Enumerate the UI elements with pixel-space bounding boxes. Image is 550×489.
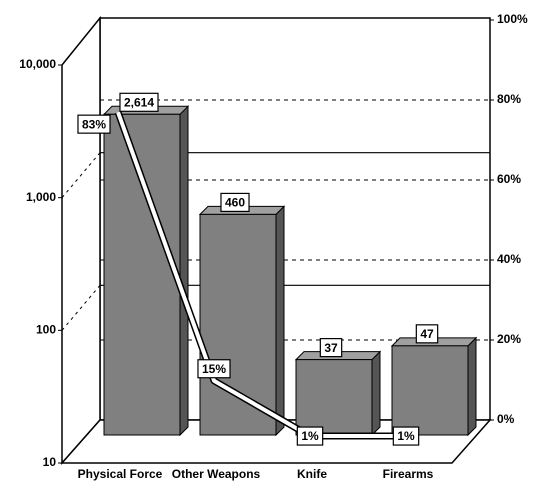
line [116, 111, 406, 439]
bar-value-label-group: 37 [319, 338, 343, 358]
line-value-label-box [392, 426, 420, 446]
y2-tick-label: 0% [497, 412, 515, 426]
y2-tick-label: 20% [497, 332, 521, 346]
bar-value-label-group: 460 [220, 192, 250, 213]
bar-value-label-group: 2,614 [119, 92, 159, 112]
line-value-label-box [197, 359, 231, 379]
x-tick-label: Firearms [383, 467, 434, 481]
bar [391, 345, 469, 436]
side-wall [61, 15, 101, 465]
line-value-label-box [296, 426, 324, 446]
bar-value-label-box [119, 92, 159, 112]
y-tick-label: 1,000 [26, 190, 56, 204]
bar-value-label: 460 [225, 196, 245, 210]
bar [103, 113, 181, 436]
y2-tick-label: 100% [497, 12, 528, 26]
x-tick-label: Knife [297, 467, 327, 481]
bar-side [275, 205, 285, 437]
bar-side [179, 105, 189, 437]
bar-value-label-box [220, 192, 250, 213]
y2-tick-label: 40% [497, 252, 521, 266]
bar-value-label-box [319, 338, 343, 358]
line-value-label-group: 15% [197, 359, 231, 379]
line-value-label: 1% [397, 429, 415, 443]
y2-tick-label: 80% [497, 92, 521, 106]
bar-value-label: 2,614 [124, 95, 154, 109]
bar-value-label-group: 47 [415, 324, 439, 344]
bar-side [371, 350, 381, 437]
line-value-label-group: 83% [77, 114, 111, 134]
grid-line [61, 152, 101, 198]
y-tick-label: 10,000 [19, 57, 56, 71]
bar-value-label: 37 [324, 341, 338, 355]
bar-value-label-box [415, 324, 439, 344]
line-value-label-box [77, 114, 111, 134]
plot-layer: 10 100 1,000 10,000 0% 20% 40% 60% 80% 100% 2,614 4… [19, 12, 528, 481]
line-value-label-group: 1% [392, 426, 420, 446]
y-tick-label: 10 [43, 455, 57, 469]
bar-side [467, 336, 477, 437]
bar [199, 213, 277, 436]
y2-tick-label: 60% [497, 172, 521, 186]
line-value-label-group: 1% [296, 426, 324, 446]
bar-value-label: 47 [420, 327, 434, 341]
grid-line [61, 285, 101, 331]
y-tick-label: 100 [36, 323, 56, 337]
bar [295, 359, 373, 436]
line-value-label: 83% [82, 117, 106, 131]
x-tick-label: Physical Force [78, 467, 163, 481]
line-value-label: 15% [202, 362, 226, 376]
line-value-label: 1% [301, 429, 319, 443]
x-tick-label: Other Weapons [172, 467, 261, 481]
